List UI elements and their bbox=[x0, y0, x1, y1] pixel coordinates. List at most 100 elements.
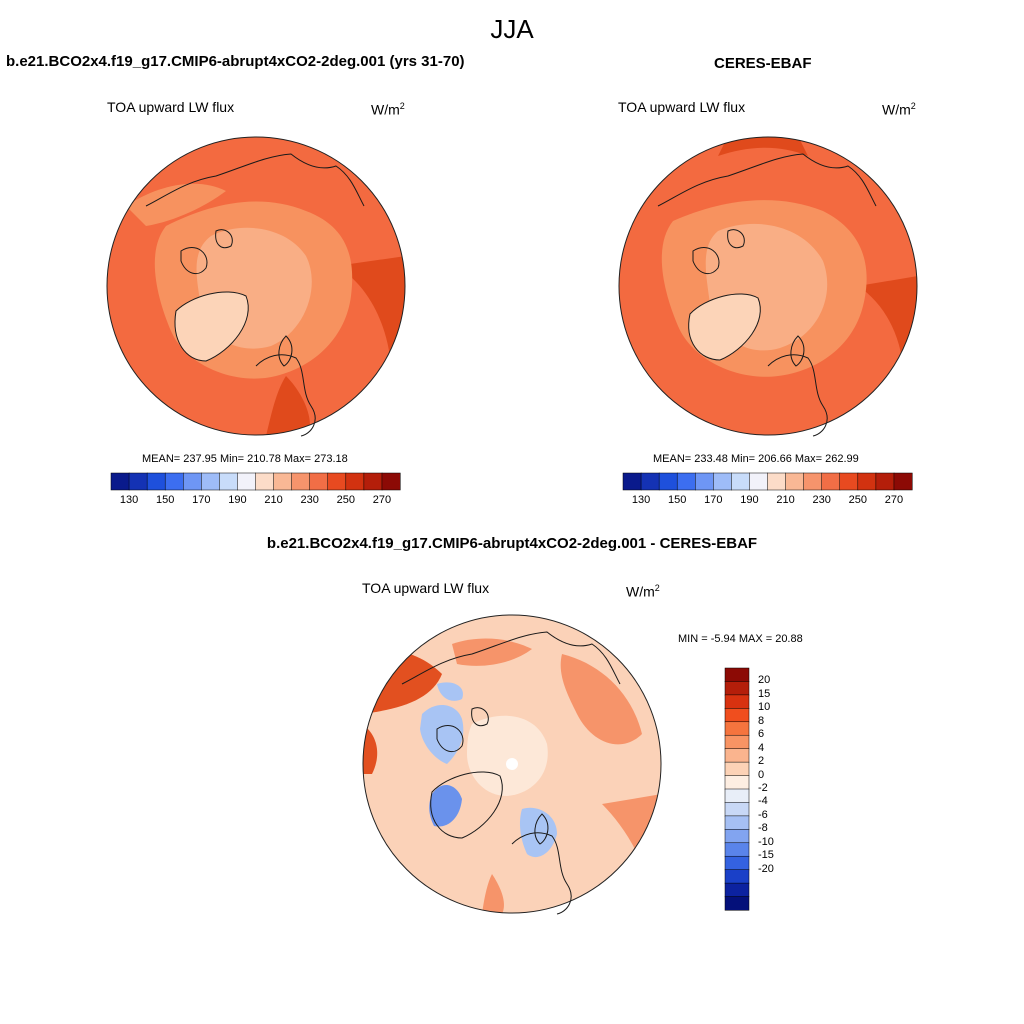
diff-colorbar-tick-label: 0 bbox=[758, 768, 765, 781]
diff-colorbar-tick-label: -8 bbox=[758, 822, 768, 835]
left-colorbar-swatch bbox=[381, 472, 401, 491]
right-colorbar-swatch bbox=[749, 472, 769, 491]
diff-colorbar-swatch bbox=[724, 855, 750, 871]
right-colorbar-swatch bbox=[785, 472, 805, 491]
right-polar-map bbox=[618, 136, 918, 437]
left-colorbar-swatch bbox=[237, 472, 257, 491]
right-colorbar-tick-label: 170 bbox=[704, 494, 723, 506]
season-title: JJA bbox=[490, 14, 534, 44]
diff-colorbar-tick-label: 15 bbox=[758, 687, 771, 700]
right-colorbar-swatch bbox=[767, 472, 787, 491]
left-units-label: W/m2 bbox=[371, 101, 405, 118]
left-colorbar-swatch bbox=[309, 472, 329, 491]
right-colorbar-tick-label: 150 bbox=[668, 494, 687, 506]
left-colorbar-tick-label: 150 bbox=[156, 494, 175, 506]
left-polar-map bbox=[106, 136, 406, 437]
diff-colorbar-swatch bbox=[724, 721, 750, 736]
left-colorbar-swatch bbox=[291, 472, 311, 491]
diff-colorbar-swatch bbox=[724, 896, 750, 911]
left-colorbar-swatch bbox=[345, 472, 365, 491]
diff-units-label: W/m2 bbox=[626, 583, 660, 600]
right-colorbar-swatch bbox=[821, 472, 841, 491]
left-colorbar-swatch bbox=[128, 472, 148, 491]
diff-colorbar-swatch bbox=[724, 708, 750, 723]
left-colorbar-swatch bbox=[255, 472, 275, 491]
left-colorbar-swatch bbox=[164, 472, 184, 491]
diff-polar-map bbox=[362, 614, 662, 915]
left-colorbar-tick-label: 250 bbox=[336, 494, 355, 506]
left-colorbar-swatch bbox=[183, 472, 202, 491]
right-colorbar-swatch bbox=[658, 472, 678, 491]
right-colorbar-swatch bbox=[695, 472, 714, 491]
diff-colorbar-swatch bbox=[724, 748, 750, 763]
left-colorbar-tick-label: 130 bbox=[119, 494, 139, 506]
right-colorbar-ticks: 130 150 170 190 210 230 250 270 bbox=[623, 494, 912, 508]
diff-stats: MIN = -5.94 MAX = 20.88 bbox=[678, 633, 803, 645]
diff-colorbar-tick-label: 2 bbox=[758, 755, 765, 768]
right-colorbar-swatch bbox=[622, 472, 642, 491]
left-colorbar-swatch bbox=[201, 472, 220, 491]
right-colorbar-tick-label: 130 bbox=[631, 494, 651, 506]
diff-panel-title: b.e21.BCO2x4.f19_g17.CMIP6-abrupt4xCO2-2… bbox=[266, 535, 758, 552]
left-colorbar-tick-label: 270 bbox=[372, 494, 392, 506]
left-stats: MEAN= 237.95 Min= 210.78 Max= 273.18 bbox=[142, 453, 348, 465]
right-variable-label: TOA upward LW flux bbox=[618, 99, 746, 115]
left-colorbar-swatch bbox=[219, 472, 238, 491]
right-colorbar-swatch bbox=[839, 472, 859, 491]
left-colorbar-swatch bbox=[110, 472, 130, 491]
right-colorbar-tick-label: 250 bbox=[848, 494, 867, 506]
diff-colorbar-tick-label: -6 bbox=[758, 808, 768, 821]
right-colorbar-swatch bbox=[731, 472, 750, 491]
diff-colorbar-ticks: 20 15 10 8 6 4 2 0 -2 -4 -6 -8 -10 -15 -20 bbox=[758, 668, 798, 910]
left-panel-title: b.e21.BCO2x4.f19_g17.CMIP6-abrupt4xCO2-2… bbox=[6, 53, 465, 70]
right-colorbar bbox=[622, 472, 913, 491]
diff-colorbar-tick-label: 6 bbox=[758, 728, 765, 741]
diff-colorbar-swatch bbox=[724, 869, 750, 884]
right-colorbar-swatch bbox=[640, 472, 660, 491]
left-colorbar-tick-label: 190 bbox=[228, 494, 247, 506]
right-units-label: W/m2 bbox=[882, 101, 916, 118]
diff-colorbar-swatch bbox=[724, 734, 750, 750]
diff-colorbar-tick-label: -4 bbox=[758, 795, 768, 808]
diff-colorbar-tick-label: 4 bbox=[758, 741, 765, 754]
right-colorbar-swatch bbox=[676, 472, 696, 491]
left-variable-label: TOA upward LW flux bbox=[107, 99, 235, 115]
diff-colorbar-swatch bbox=[724, 882, 750, 898]
left-colorbar-swatch bbox=[327, 472, 347, 491]
diff-colorbar-swatch bbox=[724, 829, 750, 844]
right-colorbar-swatch bbox=[875, 472, 895, 491]
left-colorbar-ticks: 130 150 170 190 210 230 250 270 bbox=[111, 494, 400, 508]
left-colorbar-tick-label: 210 bbox=[264, 494, 283, 506]
right-colorbar-tick-label: 210 bbox=[776, 494, 795, 506]
diff-colorbar-tick-label: -15 bbox=[758, 849, 774, 862]
diff-colorbar-swatch bbox=[724, 815, 750, 830]
diff-colorbar-tick-label: 20 bbox=[758, 674, 771, 687]
right-colorbar-swatch bbox=[893, 472, 913, 491]
diff-colorbar bbox=[724, 667, 750, 911]
right-colorbar-tick-label: 270 bbox=[884, 494, 904, 506]
left-colorbar-tick-label: 170 bbox=[192, 494, 211, 506]
right-colorbar-swatch bbox=[803, 472, 823, 491]
diff-colorbar-tick-label: -20 bbox=[758, 862, 774, 875]
diff-colorbar-swatch bbox=[724, 788, 750, 803]
diff-colorbar-tick-label: -10 bbox=[758, 835, 774, 848]
left-colorbar-swatch bbox=[146, 472, 166, 491]
diff-colorbar-tick-label: -2 bbox=[758, 782, 768, 794]
left-colorbar-swatch bbox=[363, 472, 383, 491]
left-colorbar-tick-label: 230 bbox=[300, 494, 319, 506]
left-colorbar bbox=[110, 472, 401, 491]
right-colorbar-swatch bbox=[857, 472, 877, 491]
diff-colorbar-swatch bbox=[724, 842, 750, 857]
diff-colorbar-swatch bbox=[724, 681, 750, 696]
right-colorbar-tick-label: 230 bbox=[812, 494, 831, 506]
diff-colorbar-swatch bbox=[724, 694, 750, 709]
diff-colorbar-swatch bbox=[724, 667, 750, 682]
diff-colorbar-swatch bbox=[724, 775, 750, 790]
diff-colorbar-tick-label: 8 bbox=[758, 714, 765, 727]
right-stats: MEAN= 233.48 Min= 206.66 Max= 262.99 bbox=[653, 453, 859, 465]
diff-colorbar-swatch bbox=[724, 761, 750, 777]
right-colorbar-tick-label: 190 bbox=[740, 494, 759, 506]
diff-colorbar-swatch bbox=[724, 802, 750, 817]
diff-colorbar-tick-label: 10 bbox=[758, 701, 771, 714]
right-colorbar-swatch bbox=[713, 472, 732, 491]
